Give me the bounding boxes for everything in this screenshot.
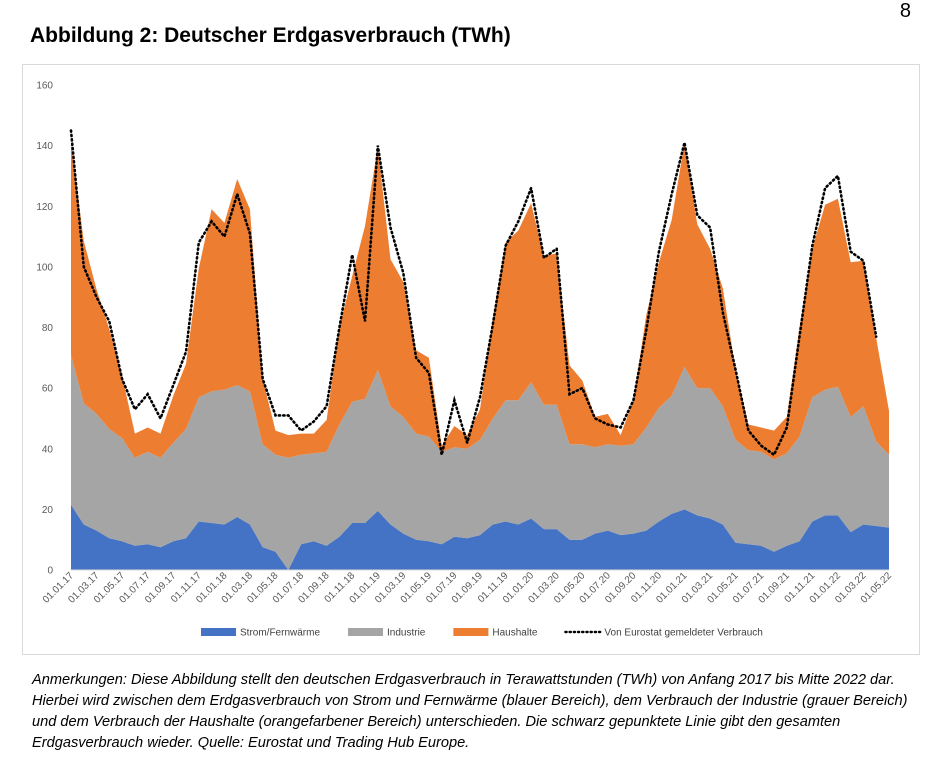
- y-tick-label: 20: [42, 505, 54, 516]
- legend-label-1: Strom/Fernwärme: [240, 628, 320, 639]
- total-line-layer: [69, 129, 878, 457]
- y-tick-label: 140: [36, 141, 53, 152]
- legend: Strom/Fernwärme Industrie Haushalte Von Eur…: [201, 628, 763, 639]
- legend-label-3: Haushalte: [492, 628, 537, 639]
- legend-label-2: Industrie: [387, 628, 426, 639]
- y-tick-label: 60: [42, 384, 54, 395]
- figure-title: Abbildung 2: Deutscher Erdgasverbrauch (…: [30, 24, 511, 47]
- figure-notes: Anmerkungen: Diese Abbildung stellt den …: [32, 672, 908, 751]
- legend-swatch-1: [201, 628, 236, 636]
- chart-svg: 02040608010012014016001.01.1701.03.1701.…: [36, 81, 894, 639]
- y-tick-label: 160: [36, 81, 53, 92]
- eurostat-total-line: [69, 129, 878, 457]
- chart-frame: 0 20 40 60 80 100 120 140 160 01.01.17 01.03.17 01.…: [22, 64, 920, 655]
- y-tick-label: 100: [36, 262, 53, 273]
- legend-swatch-2: [348, 628, 384, 636]
- stacked-areas: [71, 142, 889, 570]
- y-tick-label: 80: [42, 323, 54, 334]
- legend-swatch-3: [453, 628, 489, 636]
- page-number: 8: [899, 0, 911, 22]
- area-series-3: [71, 142, 889, 460]
- y-tick-label: 120: [36, 202, 53, 213]
- legend-label-line: Von Eurostat gemeldeter Verbrauch: [604, 628, 762, 639]
- area-series-2: [71, 354, 889, 570]
- area-series-1: [71, 504, 889, 570]
- y-tick-label: 0: [47, 566, 53, 577]
- y-tick-label: 40: [42, 444, 54, 455]
